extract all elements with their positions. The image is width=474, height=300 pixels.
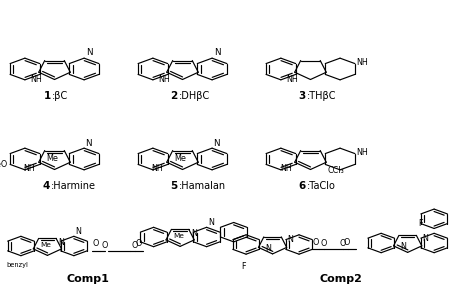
Text: Me: Me: [40, 242, 51, 248]
Text: F: F: [419, 219, 423, 228]
Text: NH: NH: [356, 148, 368, 157]
Text: Comp2: Comp2: [320, 274, 363, 284]
Text: 6: 6: [299, 182, 306, 191]
Text: 2: 2: [171, 92, 178, 101]
Text: O: O: [312, 238, 319, 247]
Text: N: N: [191, 230, 197, 238]
Text: O: O: [340, 239, 346, 248]
Text: NH: NH: [281, 164, 292, 173]
Text: NH: NH: [158, 75, 170, 84]
Text: N: N: [86, 48, 93, 57]
Text: :THβC: :THβC: [307, 92, 336, 101]
Text: F: F: [241, 262, 246, 271]
Text: 4: 4: [42, 182, 50, 191]
Text: NH: NH: [356, 58, 368, 67]
Text: :DHβC: :DHβC: [179, 92, 210, 101]
Text: NH: NH: [23, 164, 35, 173]
Text: Comp1: Comp1: [66, 274, 109, 284]
Text: O: O: [321, 239, 328, 248]
Text: 5: 5: [171, 182, 178, 191]
Text: MeO: MeO: [0, 160, 8, 169]
Text: O: O: [136, 239, 142, 248]
Text: N: N: [208, 218, 214, 227]
Text: Me: Me: [46, 154, 58, 163]
Text: NH: NH: [30, 75, 42, 84]
Text: Me: Me: [174, 154, 186, 163]
Text: N: N: [85, 139, 92, 148]
Text: NH: NH: [286, 75, 298, 84]
Text: benzyl: benzyl: [6, 262, 28, 268]
Text: N: N: [75, 227, 81, 236]
Text: :βC: :βC: [52, 92, 68, 101]
Text: N: N: [401, 242, 406, 251]
Text: N: N: [213, 139, 220, 148]
Text: CCl₃: CCl₃: [328, 166, 345, 175]
Text: 3: 3: [299, 92, 306, 101]
Text: N: N: [59, 238, 64, 247]
Text: :TaClo: :TaClo: [307, 182, 336, 191]
Text: Me: Me: [173, 233, 184, 239]
Text: O: O: [93, 239, 100, 248]
Text: O: O: [131, 241, 138, 250]
Text: N: N: [422, 234, 428, 243]
Text: 1: 1: [44, 92, 51, 101]
Text: O: O: [343, 238, 350, 247]
Text: :Harmine: :Harmine: [51, 182, 96, 191]
Text: NH: NH: [151, 164, 163, 173]
Text: N: N: [287, 235, 293, 244]
Text: :Hamalan: :Hamalan: [179, 182, 226, 191]
Text: O: O: [102, 241, 109, 250]
Text: N: N: [265, 244, 271, 253]
Text: N: N: [214, 48, 220, 57]
